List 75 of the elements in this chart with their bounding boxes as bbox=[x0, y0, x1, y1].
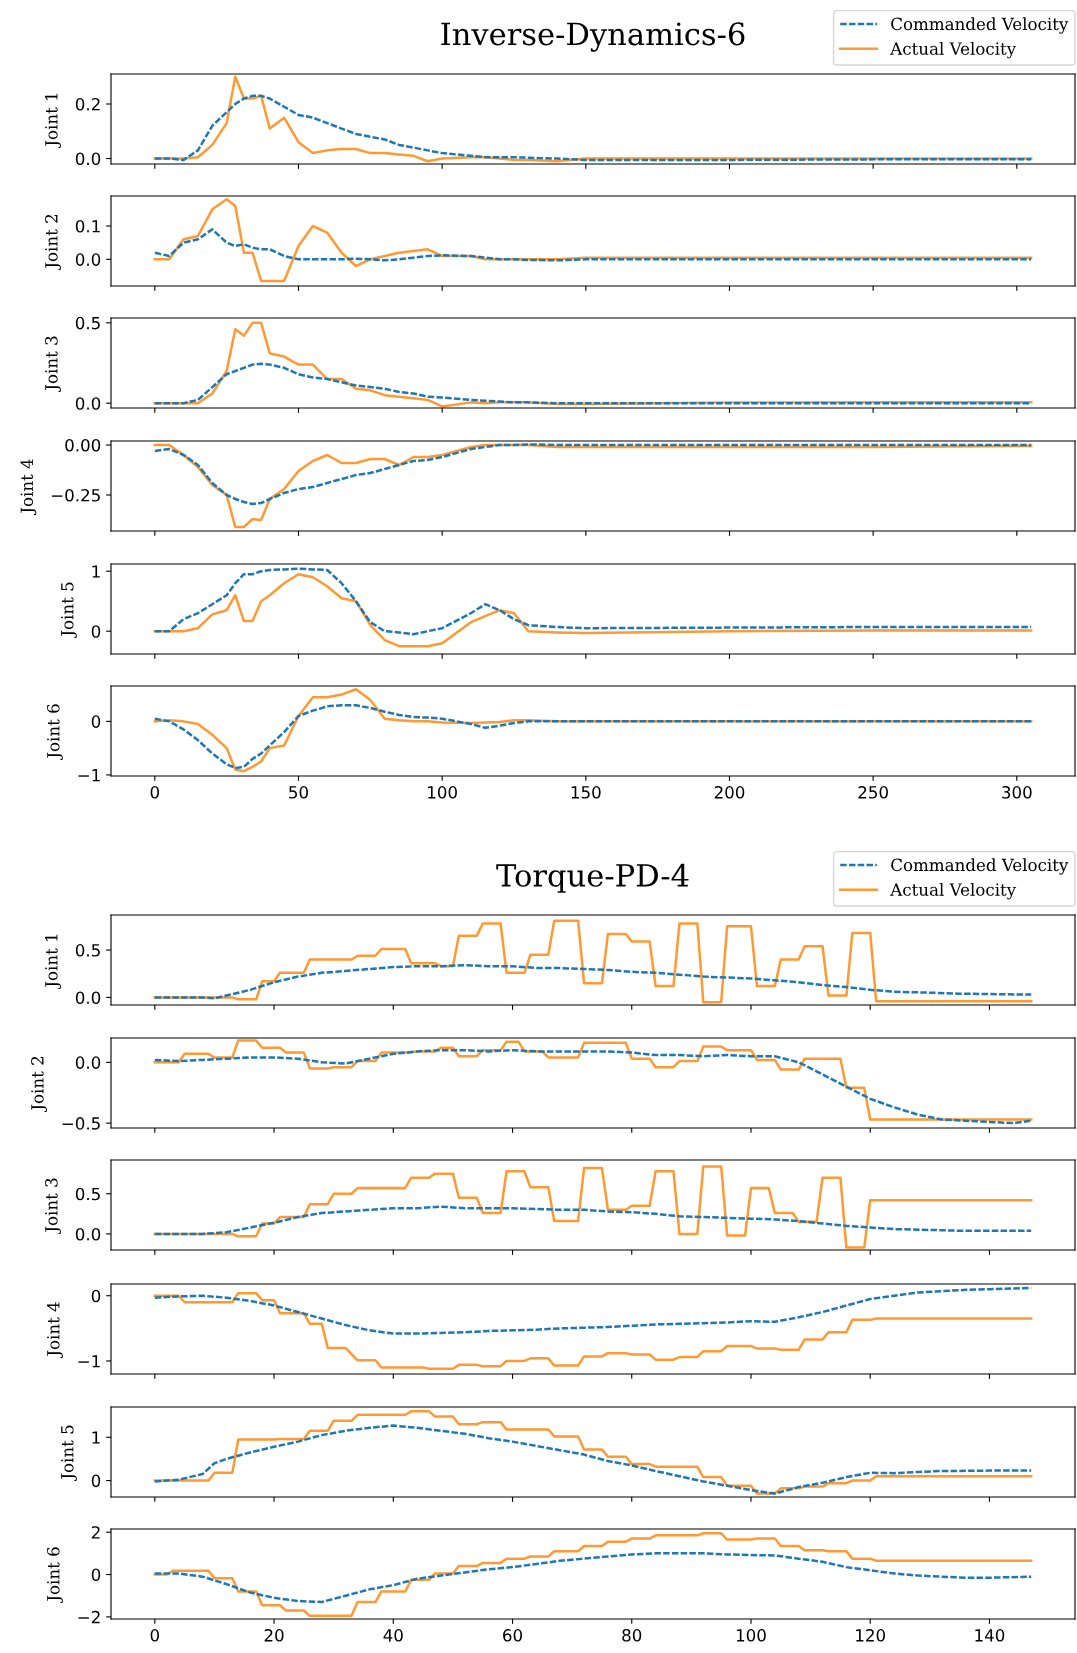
line-series bbox=[153, 443, 1033, 529]
line-series bbox=[153, 704, 1033, 770]
line-series bbox=[153, 1424, 1033, 1495]
x-tick-label: 150 bbox=[571, 786, 601, 799]
y-tick-label: 0.00 bbox=[65, 438, 101, 452]
line-series bbox=[153, 1531, 1033, 1618]
y-axis-title: Joint 4 bbox=[46, 1302, 63, 1359]
y-axis-title: Joint 1 bbox=[45, 93, 61, 149]
x-tick-label: 0 bbox=[150, 786, 160, 799]
y-tick-label: 0.5 bbox=[75, 944, 100, 957]
x-tick-label: 100 bbox=[736, 1629, 766, 1642]
x-tick-label: 80 bbox=[622, 1629, 642, 1642]
y-tick-label: 0.0 bbox=[75, 1056, 101, 1069]
y-tick-label: 2 bbox=[91, 1526, 100, 1539]
y-axis-title: Joint 3 bbox=[45, 1178, 61, 1235]
y-axis-title: Joint 5 bbox=[61, 582, 77, 639]
y-tick-label: 0 bbox=[91, 1568, 101, 1582]
y-tick-label: 0.0 bbox=[75, 152, 101, 166]
y-tick-label: −1 bbox=[78, 1355, 100, 1368]
line-series bbox=[153, 572, 1033, 648]
y-axis-title: Joint 2 bbox=[31, 1056, 47, 1113]
y-tick-label: 1 bbox=[92, 565, 100, 578]
y-axis-title: Joint 3 bbox=[45, 336, 61, 393]
x-tick-label: 60 bbox=[503, 1629, 523, 1642]
y-tick-label: 0 bbox=[91, 625, 101, 638]
y-tick-label: 0.1 bbox=[75, 219, 100, 233]
y-tick-label: 0 bbox=[91, 1289, 101, 1303]
y-tick-label: 0.2 bbox=[75, 97, 100, 111]
y-tick-label: 0 bbox=[91, 715, 101, 728]
y-axis-title: Joint 2 bbox=[45, 214, 61, 271]
y-tick-label: 0 bbox=[91, 1474, 101, 1488]
line-series bbox=[153, 1552, 1033, 1604]
line-series bbox=[153, 1410, 1033, 1495]
x-tick-label: 100 bbox=[428, 786, 457, 799]
line-series bbox=[153, 1048, 1033, 1125]
line-series bbox=[153, 443, 1033, 506]
y-tick-label: −0.5 bbox=[62, 1117, 100, 1130]
x-tick-label: 20 bbox=[264, 1629, 284, 1642]
line-series bbox=[153, 228, 1033, 262]
y-axis-title: Joint 1 bbox=[45, 934, 61, 990]
y-tick-label: −2 bbox=[78, 1610, 100, 1624]
line-series bbox=[153, 567, 1033, 636]
legend-label: Actual Velocity bbox=[890, 882, 1017, 900]
line-series bbox=[153, 963, 1033, 1000]
y-tick-label: 0.0 bbox=[75, 1227, 101, 1241]
y-tick-label: −1 bbox=[78, 769, 100, 782]
chart-title: Torque-PD-4 bbox=[496, 863, 689, 893]
legend-label: Commanded Velocity bbox=[891, 858, 1069, 875]
x-tick-label: 0 bbox=[150, 1629, 160, 1642]
y-tick-label: 1 bbox=[92, 1431, 100, 1444]
line-series bbox=[153, 1291, 1033, 1371]
legend-label: Actual Velocity bbox=[890, 41, 1017, 59]
line-series bbox=[153, 1165, 1033, 1249]
x-tick-label: 250 bbox=[858, 786, 888, 799]
chart-title: Inverse-Dynamics-6 bbox=[441, 22, 745, 52]
y-tick-label: 0.0 bbox=[75, 991, 101, 1004]
line-series bbox=[153, 1205, 1033, 1236]
y-axis-title: Joint 6 bbox=[46, 704, 63, 761]
x-tick-label: 200 bbox=[714, 786, 745, 799]
x-tick-label: 300 bbox=[1002, 786, 1032, 799]
y-tick-label: 0.0 bbox=[75, 397, 101, 410]
y-tick-label: 0.0 bbox=[75, 253, 101, 266]
y-axis-title: Joint 5 bbox=[61, 1425, 77, 1482]
y-tick-label: 0.5 bbox=[75, 316, 100, 330]
line-series bbox=[153, 919, 1033, 1004]
x-tick-label: 120 bbox=[856, 1629, 886, 1642]
legend-label: Commanded Velocity bbox=[891, 17, 1069, 34]
y-tick-label: −0.25 bbox=[51, 488, 100, 502]
x-tick-label: 40 bbox=[383, 1629, 403, 1642]
x-tick-label: 50 bbox=[289, 786, 308, 799]
y-axis-title: Joint 4 bbox=[20, 459, 37, 516]
x-tick-label: 140 bbox=[975, 1629, 1005, 1642]
y-tick-label: 0.5 bbox=[75, 1187, 100, 1201]
line-series bbox=[153, 94, 1033, 162]
y-axis-title: Joint 6 bbox=[46, 1547, 63, 1604]
